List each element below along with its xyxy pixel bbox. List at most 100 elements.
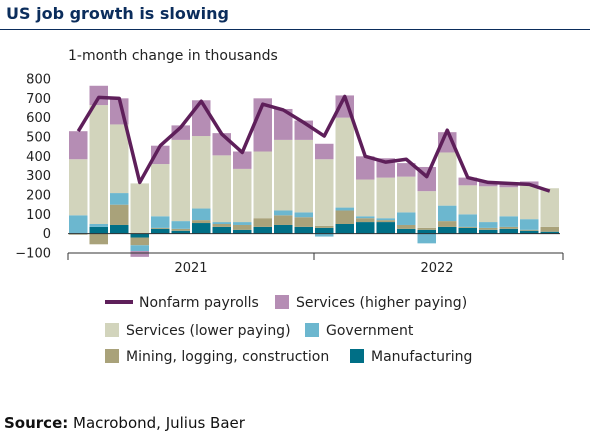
- bar-segment-services_low: [417, 191, 436, 228]
- legend-swatch-mining: [105, 349, 119, 363]
- chart: 1-month change in thousands −100 0 100 200 3…: [15, 48, 564, 365]
- bar-segment-government: [397, 212, 416, 225]
- bar-segment-government: [89, 224, 108, 227]
- nonfarm-line: [76, 94, 551, 193]
- bar-segment-mining: [233, 224, 252, 230]
- bar-segment-government: [192, 208, 211, 221]
- bar-segment-manufacturing: [294, 226, 313, 234]
- y-ticks: −100 0 100 200 300 400 500 600 700 800: [15, 73, 51, 262]
- bar-segment-government: [110, 193, 129, 205]
- bar-segment-services_low: [253, 151, 272, 219]
- y-tick-label: −100: [15, 247, 51, 262]
- bar-segment-services_high: [397, 163, 416, 177]
- bar-segment-manufacturing: [274, 224, 293, 234]
- bar-segment-services_low: [335, 117, 354, 208]
- bar-segment-services_low: [294, 139, 313, 213]
- bar-segment-services_low: [171, 139, 190, 222]
- bar-segment-manufacturing: [110, 224, 129, 234]
- bar-segment-manufacturing: [89, 226, 108, 234]
- chart-title: US job growth is slowing: [6, 4, 229, 23]
- legend-label-services_low: Services (lower paying): [126, 323, 291, 339]
- legend-swatch-services_high: [275, 295, 289, 309]
- bar-segment-manufacturing: [233, 229, 252, 234]
- legend-swatch-manufacturing: [350, 349, 364, 363]
- bar-segment-manufacturing: [335, 224, 354, 234]
- bar-segment-government: [274, 210, 293, 216]
- legend-swatch-services_low: [105, 323, 119, 337]
- bar-segment-services_high: [130, 251, 149, 257]
- source-label: Source:: [4, 414, 69, 432]
- bar-segment-mining: [192, 220, 211, 224]
- bar-segment-manufacturing: [458, 227, 477, 234]
- bar-segment-government: [315, 233, 334, 237]
- legend-label-nonfarm: Nonfarm payrolls: [139, 295, 259, 311]
- bar-segment-services_low: [520, 185, 539, 220]
- bar-segment-services_high: [69, 131, 88, 160]
- bar-segment-manufacturing: [376, 222, 395, 234]
- bar-segment-mining: [89, 233, 108, 245]
- bar-segment-mining: [274, 215, 293, 225]
- bar-segment-mining: [520, 229, 539, 231]
- y-axis-label: 1-month change in thousands: [68, 48, 278, 64]
- bar-segment-services_low: [110, 124, 129, 194]
- bar-segment-government: [130, 245, 149, 252]
- bar-segment-manufacturing: [130, 233, 149, 238]
- bar-segment-services_low: [356, 179, 375, 217]
- bar-segment-manufacturing: [397, 228, 416, 234]
- bar-segment-mining: [458, 226, 477, 228]
- bars: [69, 85, 559, 257]
- bar-segment-mining: [417, 227, 436, 230]
- legend-label-manufacturing: Manufacturing: [371, 349, 472, 365]
- bar-segment-manufacturing: [315, 227, 334, 234]
- y-tick-label: 700: [26, 92, 51, 107]
- bar-segment-mining: [499, 226, 518, 229]
- bar-segment-services_high: [192, 100, 211, 137]
- bar-segment-services_low: [212, 155, 231, 223]
- legend-swatch-government: [305, 323, 319, 337]
- bar-segment-services_low: [376, 177, 395, 219]
- bar-segment-government: [376, 218, 395, 221]
- x-tick-label: 2021: [174, 261, 207, 276]
- source-text: Macrobond, Julius Baer: [73, 414, 245, 432]
- axes: 2021 2022: [67, 233, 564, 276]
- source-note: Source: Macrobond, Julius Baer: [4, 414, 245, 432]
- bar-segment-services_high: [315, 143, 334, 160]
- bar-segment-government: [479, 222, 498, 228]
- legend-label-government: Government: [326, 323, 414, 339]
- bar-segment-mining: [397, 224, 416, 229]
- bar-segment-manufacturing: [151, 228, 170, 234]
- bar-segment-mining: [253, 218, 272, 227]
- y-tick-label: 100: [26, 208, 51, 223]
- bar-segment-government: [335, 207, 354, 211]
- bar-segment-manufacturing: [253, 226, 272, 234]
- bar-segment-mining: [110, 204, 129, 225]
- bar-segment-services_low: [438, 152, 457, 206]
- bar-segment-government: [438, 205, 457, 222]
- bar-segment-mining: [335, 210, 354, 224]
- bar-segment-mining: [171, 228, 190, 231]
- bar-segment-mining: [294, 217, 313, 227]
- bar-segment-services_low: [151, 164, 170, 217]
- legend: Nonfarm payrolls Services (higher paying)…: [105, 295, 472, 365]
- bar-segment-manufacturing: [192, 223, 211, 234]
- bar-segment-services_high: [89, 85, 108, 106]
- bar-segment-government: [417, 233, 436, 244]
- bar-segment-manufacturing: [520, 230, 539, 234]
- bar-segment-manufacturing: [417, 229, 436, 234]
- legend-label-services_high: Services (higher paying): [296, 295, 467, 311]
- bar-segment-mining: [130, 237, 149, 246]
- bar-segment-services_high: [458, 177, 477, 186]
- bar-segment-services_low: [499, 187, 518, 217]
- y-tick-label: 0: [43, 227, 51, 242]
- bar-segment-mining: [540, 226, 559, 232]
- y-tick-label: 800: [26, 73, 51, 88]
- bar-segment-manufacturing: [356, 222, 375, 234]
- bar-segment-manufacturing: [540, 231, 559, 234]
- bar-segment-services_high: [233, 151, 252, 169]
- bar-segment-services_low: [233, 168, 252, 223]
- y-tick-label: 600: [26, 111, 51, 126]
- bar-segment-services_low: [130, 183, 149, 234]
- bar-segment-mining: [212, 224, 231, 227]
- bar-segment-manufacturing: [212, 226, 231, 234]
- bar-segment-manufacturing: [479, 229, 498, 234]
